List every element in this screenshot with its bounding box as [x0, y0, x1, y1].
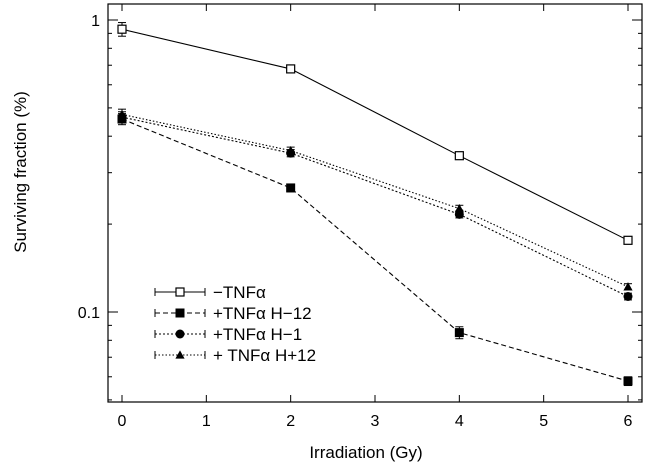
legend-entry-2: +TNFα H−12 — [154, 304, 312, 323]
legend-label: + TNFα H+12 — [213, 346, 316, 365]
y-tick-label: 0.1 — [78, 305, 100, 322]
series-line — [121, 116, 629, 297]
marker-filled-square — [623, 376, 633, 386]
series-line — [121, 28, 629, 241]
series-line — [121, 118, 629, 382]
x-axis-title: Irradiation (Gy) — [309, 443, 422, 462]
marker-filled-square — [175, 308, 185, 318]
plot-frame — [107, 3, 643, 403]
x-tick-label: 3 — [371, 413, 380, 430]
x-tick-label: 2 — [286, 413, 295, 430]
series-2 — [117, 113, 633, 387]
x-tick-label: 5 — [539, 413, 548, 430]
legend-label: +TNFα H−1 — [213, 325, 302, 344]
x-tick-label: 0 — [118, 413, 127, 430]
marker-filled-triangle — [454, 204, 464, 213]
x-tick-label: 4 — [455, 413, 464, 430]
legend-label: −TNFα — [213, 283, 266, 302]
marker-open-square — [454, 151, 464, 161]
marker-filled-square — [286, 183, 296, 193]
marker-open-square — [175, 287, 185, 297]
marker-filled-triangle — [117, 109, 127, 119]
marker-filled-triangle — [623, 282, 633, 291]
marker-filled-square — [454, 328, 464, 338]
x-tick-label: 1 — [202, 413, 211, 430]
marker-filled-triangle — [175, 350, 185, 359]
y-tick-label: 1 — [91, 13, 100, 30]
marker-filled-circle — [623, 292, 633, 302]
marker-filled-circle — [175, 329, 185, 339]
y-axis-title: Surviving fraction (%) — [11, 91, 30, 253]
marker-open-square — [286, 64, 296, 74]
marker-open-square — [623, 235, 633, 245]
series-line — [121, 113, 629, 288]
legend-entry-3: +TNFα H−1 — [154, 325, 302, 344]
marker-filled-triangle — [286, 146, 296, 155]
series-4 — [117, 108, 633, 291]
marker-open-square — [117, 24, 127, 34]
legend-entry-1: −TNFα — [154, 283, 266, 302]
legend-entry-4: + TNFα H+12 — [154, 346, 316, 365]
series-3 — [117, 111, 633, 302]
series-1 — [117, 22, 633, 245]
legend-label: +TNFα H−12 — [213, 304, 312, 323]
x-tick-label: 6 — [624, 413, 633, 430]
